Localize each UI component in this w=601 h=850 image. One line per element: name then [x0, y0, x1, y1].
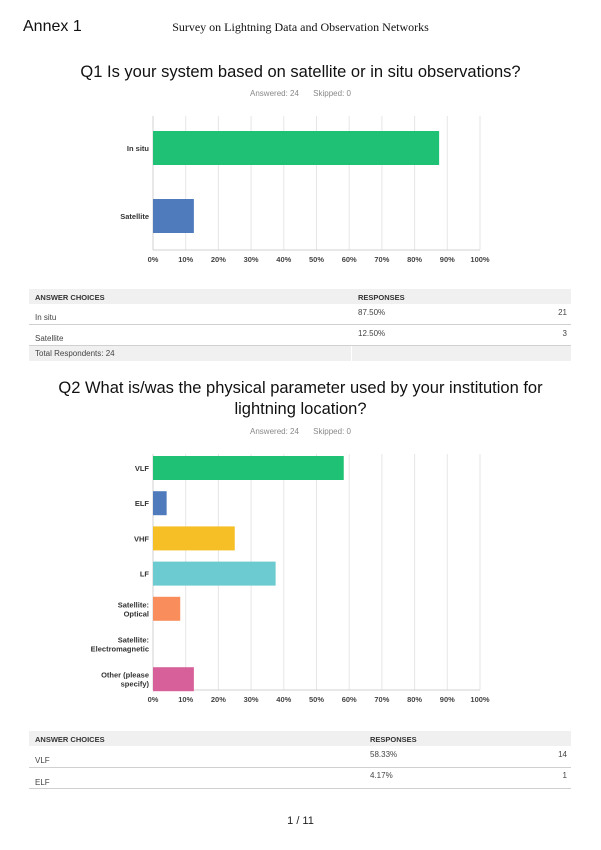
- x-tick-label: 40%: [276, 255, 291, 264]
- x-tick-label: 80%: [407, 255, 422, 264]
- x-tick-label: 0%: [148, 255, 159, 264]
- q2-title: Q2 What is/was the physical parameter us…: [40, 378, 561, 420]
- category-label: Satellite:: [118, 600, 149, 609]
- category-label: Satellite: [120, 212, 149, 221]
- bar: [153, 561, 276, 586]
- document-title: Survey on Lightning Data and Observation…: [172, 20, 429, 34]
- table-row: Satellite 12.50% 3: [29, 325, 571, 346]
- q1-row-count: 3: [562, 329, 567, 338]
- q2-skipped: Skipped: 0: [313, 427, 351, 436]
- bar: [153, 131, 440, 165]
- q2-table: ANSWER CHOICES RESPONSES VLF 58.33% 14 E…: [29, 731, 571, 789]
- x-tick-label: 0%: [148, 695, 159, 704]
- q1-row-count: 21: [558, 308, 567, 317]
- category-label: Optical: [124, 609, 149, 618]
- bar: [153, 526, 235, 551]
- q1-row-pct: 12.50%: [358, 329, 386, 338]
- q1-table-header: ANSWER CHOICES RESPONSES: [29, 289, 571, 304]
- category-label: Electromagnetic: [91, 645, 149, 654]
- x-tick-label: 90%: [440, 255, 455, 264]
- q2-meta: Answered: 24 Skipped: 0: [0, 427, 601, 436]
- q1-total-respondents: Total Respondents: 24: [35, 349, 115, 358]
- x-tick-label: 50%: [309, 695, 324, 704]
- q2-row-count: 1: [562, 771, 567, 780]
- x-tick-label: 80%: [407, 695, 422, 704]
- table-row: In situ 87.50% 21: [29, 304, 571, 325]
- category-label: specify): [121, 680, 150, 689]
- q1-total-row: Total Respondents: 24: [29, 346, 571, 361]
- bar: [153, 456, 344, 480]
- bar: [153, 491, 167, 516]
- q1-answered: Answered: 24: [250, 89, 299, 98]
- bar: [153, 667, 194, 692]
- q2-title-line2: lightning location?: [234, 400, 367, 418]
- q2-chart: 0% 10% 20% 30% 40% 50% 60% 70% 80% 90% 100% VLF ELF V…: [91, 454, 490, 704]
- table-row: VLF 58.33% 14: [29, 746, 571, 768]
- q2-title-line1: Q2 What is/was the physical parameter us…: [58, 379, 543, 397]
- q1-title: Q1 Is your system based on satellite or …: [80, 63, 521, 81]
- q1-col-choices: ANSWER CHOICES: [35, 293, 105, 302]
- x-tick-label: 30%: [244, 255, 259, 264]
- q1-row-label: In situ: [35, 313, 57, 322]
- x-tick-label: 10%: [178, 255, 193, 264]
- x-tick-label: 70%: [374, 255, 389, 264]
- q2-row-label: VLF: [35, 756, 50, 765]
- q2-answered: Answered: 24: [250, 427, 299, 436]
- q1-table: ANSWER CHOICES RESPONSES In situ 87.50% …: [29, 289, 571, 361]
- q1-chart: 0% 10% 20% 30% 40% 50% 60% 70% 80% 90% 100% In situ…: [120, 116, 490, 264]
- x-tick-label: 90%: [440, 695, 455, 704]
- q2-row-label: ELF: [35, 778, 50, 787]
- q2-col-responses: RESPONSES: [370, 735, 417, 744]
- category-label: Other (please: [101, 671, 149, 680]
- q2-row-pct: 4.17%: [370, 771, 393, 780]
- x-tick-label: 100%: [470, 255, 490, 264]
- q2-row-pct: 58.33%: [370, 750, 398, 759]
- x-tick-label: 70%: [374, 695, 389, 704]
- q2-col-choices: ANSWER CHOICES: [35, 735, 105, 744]
- x-tick-label: 50%: [309, 255, 324, 264]
- category-label: VHF: [134, 534, 149, 543]
- q2-table-header: ANSWER CHOICES RESPONSES: [29, 731, 571, 746]
- bar: [153, 199, 194, 233]
- category-label: Satellite:: [118, 636, 149, 645]
- x-tick-label: 10%: [178, 695, 193, 704]
- x-tick-label: 20%: [211, 695, 226, 704]
- x-tick-label: 60%: [342, 255, 357, 264]
- q1-meta: Answered: 24 Skipped: 0: [0, 89, 601, 98]
- x-tick-label: 30%: [244, 695, 259, 704]
- x-tick-label: 20%: [211, 255, 226, 264]
- q1-row-pct: 87.50%: [358, 308, 386, 317]
- category-label: VLF: [135, 464, 150, 473]
- x-tick-label: 60%: [342, 695, 357, 704]
- page-number: 1 / 11: [287, 815, 314, 827]
- x-tick-label: 40%: [276, 695, 291, 704]
- annex-label: Annex 1: [23, 18, 82, 35]
- x-tick-label: 100%: [470, 695, 490, 704]
- q1-skipped: Skipped: 0: [313, 89, 351, 98]
- table-row: ELF 4.17% 1: [29, 768, 571, 789]
- q1-row-label: Satellite: [35, 334, 64, 343]
- category-label: LF: [140, 570, 150, 579]
- q1-col-responses: RESPONSES: [358, 293, 405, 302]
- q2-row-count: 14: [558, 750, 567, 759]
- bar: [153, 596, 181, 621]
- category-label: In situ: [127, 144, 150, 153]
- category-label: ELF: [135, 499, 150, 508]
